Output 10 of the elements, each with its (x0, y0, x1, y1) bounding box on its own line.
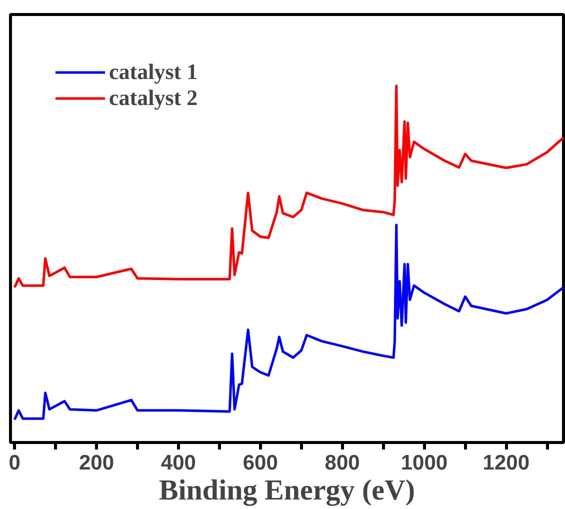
x-tick-label: 400 (160, 452, 196, 474)
x-tick-label: 1200 (482, 452, 530, 474)
legend-label: catalyst 1 (109, 59, 198, 85)
x-axis-title: Binding Energy (eV) (158, 474, 416, 506)
x-tick-label: 600 (242, 452, 278, 474)
x-tick-label: 0 (8, 452, 20, 474)
x-tick-label: 1000 (400, 452, 448, 474)
legend-label: catalyst 2 (109, 85, 198, 111)
x-tick-label: 800 (324, 452, 360, 474)
x-tick-label: 200 (79, 452, 114, 474)
